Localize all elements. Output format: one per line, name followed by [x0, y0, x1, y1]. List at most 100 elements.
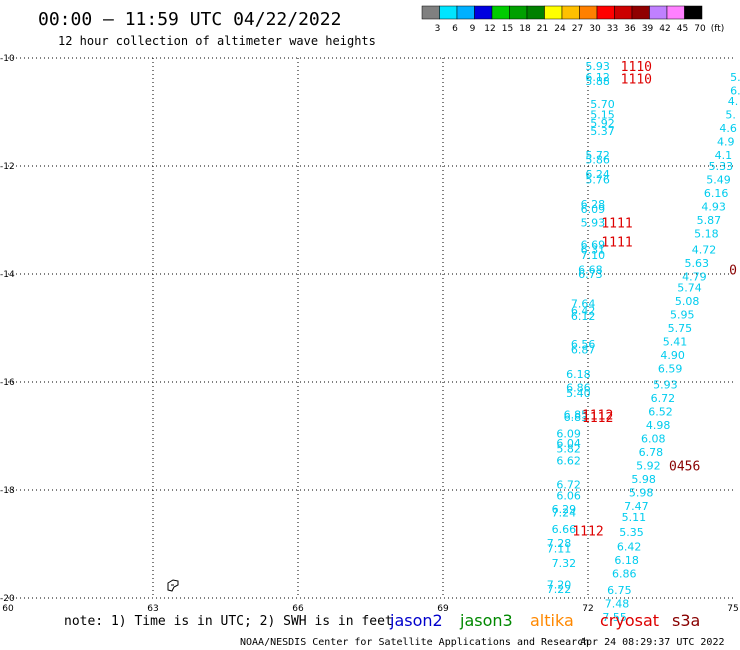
swh-value: 5.86 — [585, 154, 610, 167]
swh-value: 5. — [730, 71, 740, 84]
scale-swatch — [684, 5, 703, 20]
swh-value: 6.08 — [641, 433, 666, 446]
footer-credit: NOAA/NESDIS Center for Satellite Applica… — [240, 637, 589, 648]
scale-label: (ft) — [711, 24, 725, 34]
swh-value: 6.85 — [564, 408, 589, 421]
scale-label: 24 — [554, 24, 566, 34]
swh-value: 4.79 — [682, 271, 707, 284]
swh-value: 5.92 — [636, 460, 661, 473]
swh-value: 7.64 — [571, 298, 596, 311]
swh-value: 6.72 — [651, 392, 676, 405]
swh-value: 6.59 — [658, 363, 683, 376]
swh-value: 5.88 — [585, 75, 610, 88]
time-label: 1112 — [582, 411, 613, 426]
footer-note: note: 1) Time is in UTC; 2) SWH is in fe… — [64, 614, 393, 629]
legend-s3a: s3a — [672, 611, 700, 630]
x-tick-label: 69 — [437, 604, 449, 614]
swh-value: 6.87 — [571, 344, 596, 357]
swh-value: 6.28 — [581, 198, 606, 211]
swh-value: 6.16 — [704, 187, 729, 200]
scale-label: 33 — [607, 24, 618, 34]
swh-value: 6.66 — [552, 523, 577, 536]
swh-value: 6.83 — [564, 411, 589, 424]
scale-swatch — [474, 5, 493, 20]
swh-value: 6.18 — [566, 368, 591, 381]
y-tick-label: -10 — [0, 54, 15, 64]
swh-value: 5.87 — [697, 214, 722, 227]
scale-label: 36 — [624, 24, 636, 34]
scale-swatch — [421, 5, 440, 20]
scale-swatch — [439, 5, 458, 20]
chart-subtitle: 12 hour collection of altimeter wave hei… — [58, 34, 376, 48]
x-tick-label: 66 — [292, 604, 304, 614]
scale-label: 42 — [659, 24, 670, 34]
swh-value: 6.04 — [556, 437, 581, 450]
swh-value: 5.40 — [566, 387, 591, 400]
scale-label: 6 — [452, 24, 458, 34]
swh-value: 5.74 — [677, 282, 702, 295]
scale-swatch — [544, 5, 563, 20]
swh-value: 6.78 — [639, 446, 664, 459]
scale-label: 30 — [589, 24, 601, 34]
time-label: 1112 — [582, 408, 613, 423]
swh-value: 5.35 — [619, 526, 644, 539]
swh-value: 5.63 — [685, 257, 710, 270]
scale-swatch — [631, 5, 650, 20]
time-label: 0 — [729, 264, 737, 279]
scale-label: 21 — [537, 24, 548, 34]
swh-value: 6.24 — [585, 168, 610, 181]
time-label: 1110 — [621, 60, 652, 75]
y-tick-label: -20 — [0, 594, 15, 604]
swh-value: 4.6 — [719, 122, 737, 135]
scale-swatch — [649, 5, 668, 20]
scale-swatch — [579, 5, 598, 20]
time-label: 1111 — [601, 236, 632, 251]
y-tick-label: -12 — [0, 162, 15, 172]
scale-swatch — [614, 5, 633, 20]
swh-value: 7.32 — [552, 557, 577, 570]
x-tick-label: 63 — [147, 604, 158, 614]
swh-value: 6.18 — [614, 554, 639, 567]
swh-value: 7.20 — [547, 579, 572, 592]
swh-value: 4. — [728, 95, 739, 108]
swh-value: 5.33 — [709, 160, 734, 173]
swh-value: 5.95 — [670, 309, 695, 322]
time-label: 1111 — [601, 217, 632, 232]
legend-altika: altika — [530, 611, 574, 630]
swh-value: 6. — [730, 84, 740, 97]
footer-generated: Apr 24 08:29:37 UTC 2022 — [580, 637, 725, 648]
scale-label: 45 — [677, 24, 688, 34]
swh-value: 7.28 — [547, 537, 572, 550]
satellite-legend: jason2 jason3 altika cryosat s3a — [389, 611, 700, 630]
color-scale: 3 6 9 12 15 18 21 24 27 30 33 36 39 42 45 70 (ft) — [421, 5, 725, 34]
scale-swatch — [456, 5, 475, 20]
scale-swatch — [666, 5, 685, 20]
swh-value: 5.11 — [622, 511, 647, 524]
swh-points: 5.936.125.885.705.155.925.375.725.866.24… — [547, 60, 740, 624]
scale-label: 70 — [694, 24, 706, 34]
swh-value: 6.42 — [617, 541, 642, 554]
grid-lines — [8, 57, 733, 599]
swh-value: 5.70 — [590, 98, 615, 111]
swh-value: 5.15 — [590, 109, 615, 122]
swh-value: 7.11 — [547, 542, 572, 555]
swh-value: 4.90 — [660, 349, 685, 362]
swh-value: 5.93 — [653, 379, 678, 392]
swh-value: 7.48 — [605, 597, 630, 610]
swh-value: 6.12 — [585, 71, 610, 84]
swh-value: 6.56 — [571, 338, 596, 351]
swh-value: 7.47 — [624, 500, 649, 513]
scale-label: 39 — [642, 24, 654, 34]
swh-value: 4.1 — [715, 149, 733, 162]
scale-swatch — [561, 5, 580, 20]
y-tick-label: -16 — [0, 378, 15, 388]
swh-value: 5.37 — [590, 125, 615, 138]
scale-label: 18 — [519, 24, 531, 34]
x-tick-label: 60 — [2, 604, 14, 614]
swh-value: 7.55 — [602, 611, 627, 624]
legend-jason2: jason2 — [389, 611, 443, 630]
swh-value: 5.93 — [581, 217, 606, 230]
swh-value: 5.98 — [631, 473, 656, 486]
swh-value: 6.09 — [581, 203, 606, 216]
swh-value: 5. — [725, 109, 736, 122]
